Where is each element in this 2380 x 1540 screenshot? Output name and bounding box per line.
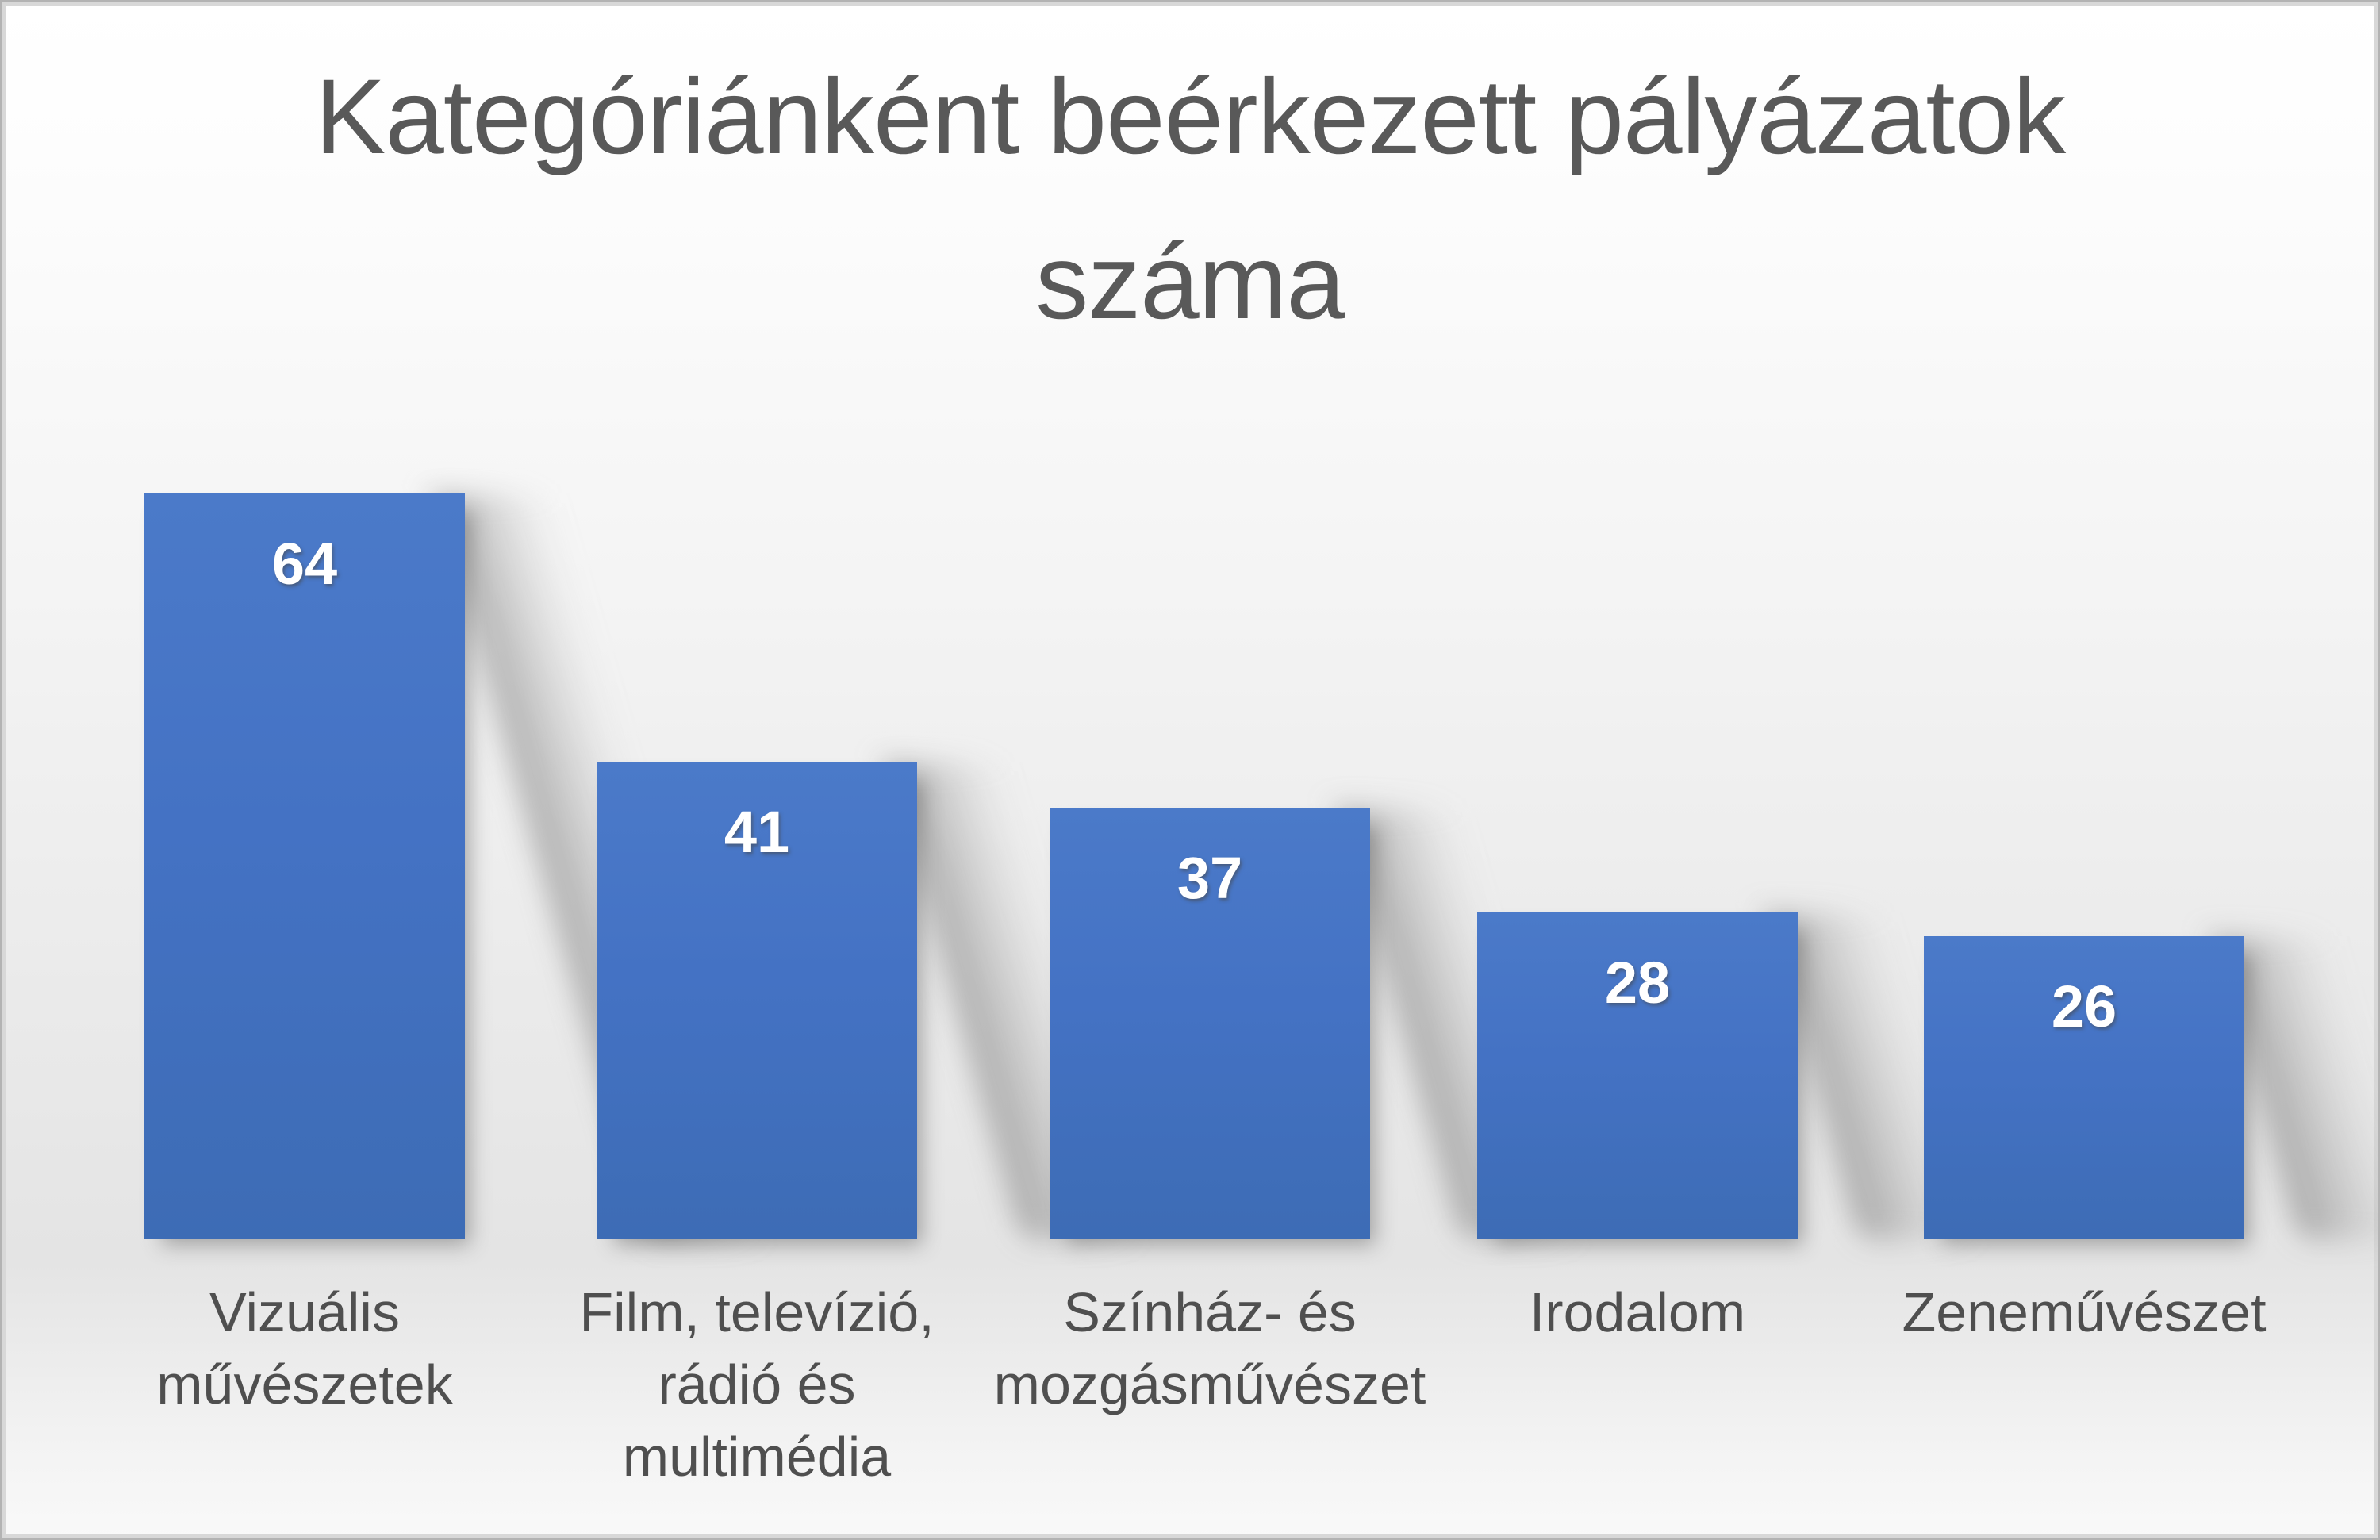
bar-group: 28 Irodalom	[1477, 912, 1979, 1343]
category-label: Színház- és mozgásművészet	[956, 1277, 1464, 1421]
bar: 26	[1924, 936, 2244, 1239]
category-label: Irodalom	[1384, 1277, 1891, 1349]
bar-value-label: 41	[724, 799, 790, 865]
category-label-line: Vizuális	[209, 1281, 400, 1343]
bar: 64	[144, 493, 465, 1239]
bar-value-label: 28	[1604, 950, 1671, 1016]
bar: 41	[597, 762, 917, 1239]
category-label-line: Zeneművészet	[1902, 1281, 2267, 1343]
category-label: Vizuális művészetek	[51, 1277, 559, 1421]
bar-group: 64 Vizuális művészetek	[144, 493, 766, 1415]
category-label-line: Irodalom	[1529, 1281, 1746, 1343]
category-label-line: művészetek	[156, 1354, 453, 1415]
category-label-line: multimédia	[622, 1426, 892, 1488]
bar-group: 37 Színház- és mozgásművészet	[994, 808, 1581, 1415]
bar: 28	[1477, 912, 1798, 1239]
chart-title: Kategóriánként beérkezett pályázatok szá…	[314, 58, 2066, 341]
category-label-line: Film, televízió,	[579, 1281, 935, 1343]
bar-group: 26 Zeneművészet	[1902, 936, 2378, 1343]
category-label-line: Színház- és	[1063, 1281, 1357, 1343]
bar: 37	[1050, 808, 1370, 1239]
category-label-line: mozgásművészet	[993, 1354, 1426, 1415]
category-label-line: rádió és	[658, 1354, 856, 1415]
category-label: Zeneművészet	[1830, 1277, 2338, 1349]
category-label: Film, televízió, rádió és multimédia	[503, 1277, 1011, 1493]
bar-group: 41 Film, televízió, rádió és multimédia	[579, 762, 1141, 1488]
bar-value-label: 37	[1177, 845, 1243, 911]
bar-value-label: 64	[271, 531, 338, 597]
bar-value-label: 26	[2051, 974, 2117, 1039]
